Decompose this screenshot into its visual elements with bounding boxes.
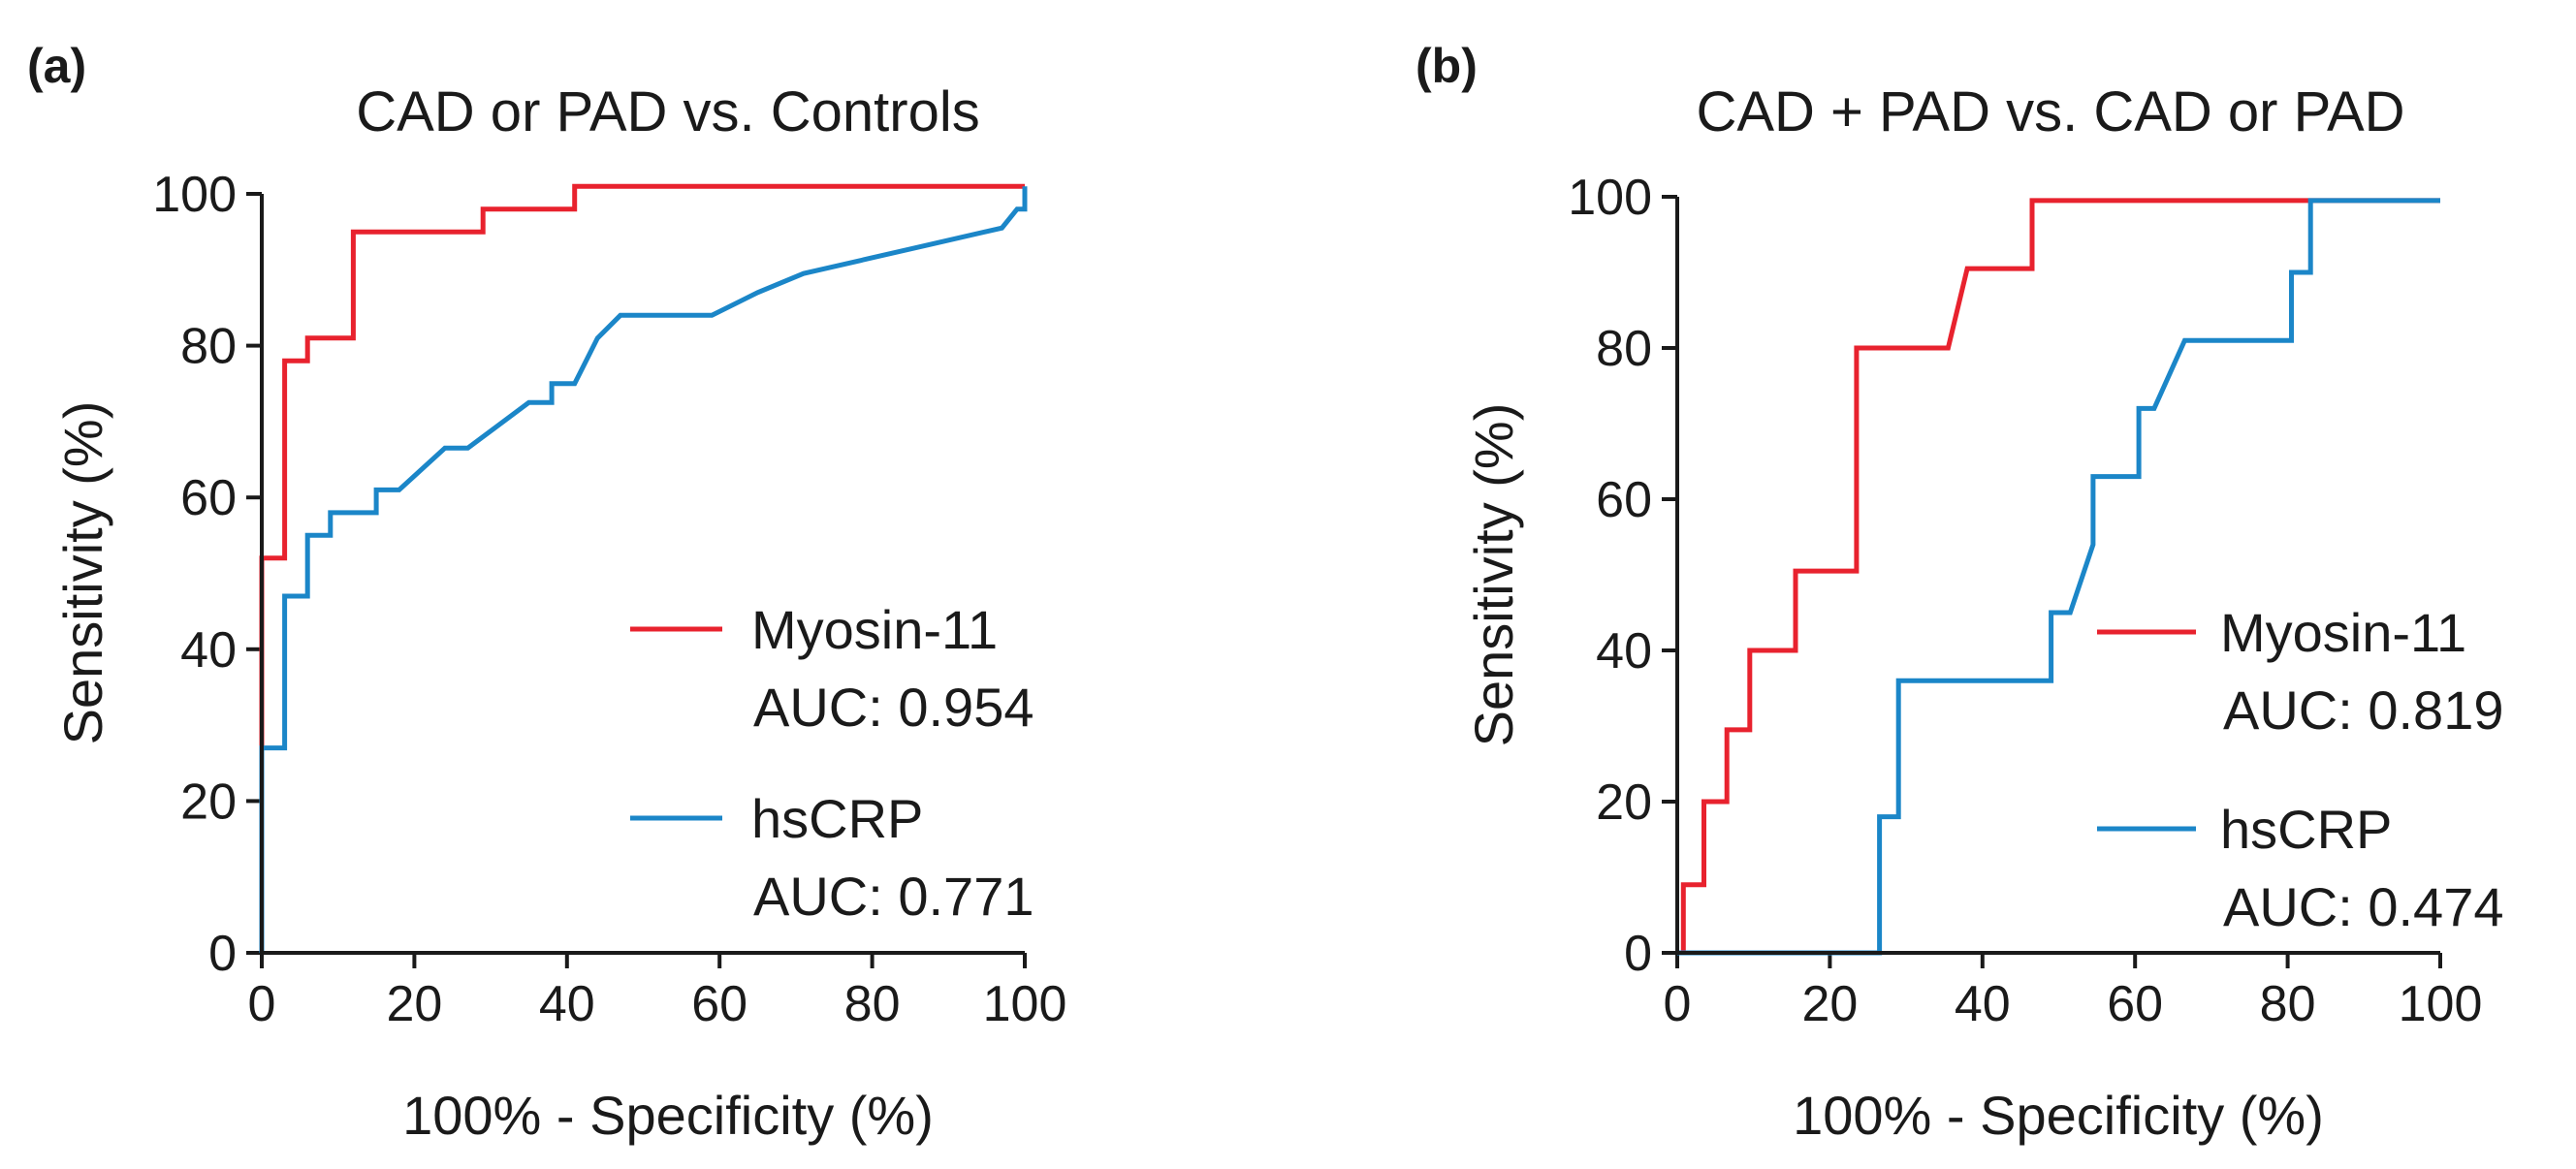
y-tick-label: 20 (180, 774, 237, 830)
axes (1675, 197, 2440, 955)
roc-curves (259, 183, 1028, 953)
y-tick-label: 40 (180, 622, 237, 679)
roc-curves (1677, 198, 2440, 956)
legend-auc-myosin-11: AUC: 0.954 (753, 677, 1034, 738)
y-tick-label: 20 (1596, 774, 1652, 831)
y-tick-label: 0 (1624, 926, 1652, 982)
x-tick-label: 60 (2107, 976, 2163, 1032)
y-tick-label: 80 (1596, 321, 1652, 377)
axes (260, 194, 1025, 955)
panel-label: (a) (27, 39, 86, 93)
roc-curve-hscrp (259, 186, 1028, 953)
x-tick-label: 80 (2260, 976, 2316, 1032)
roc-panel-a: (a) CAD or PAD vs. Controls 0 20 40 60 80 100… (27, 39, 1066, 1146)
y-tick-label: 40 (1596, 623, 1652, 679)
y-tick-label: 60 (180, 470, 237, 526)
legend-label-hscrp: hsCRP (751, 788, 923, 849)
x-tick-label: 0 (1664, 976, 1692, 1032)
x-tick-label: 20 (386, 976, 442, 1032)
legend: Myosin-11 AUC: 0.819 hsCRP AUC: 0.474 (2097, 602, 2504, 937)
legend-label-hscrp: hsCRP (2220, 799, 2392, 860)
legend-label-myosin-11: Myosin-11 (2220, 602, 2466, 663)
legend-auc-hscrp: AUC: 0.771 (753, 866, 1034, 927)
roc-curve-hscrp (1677, 198, 2440, 956)
axis-ticks: 0 20 40 60 80 100 0 20 40 60 80 100 (152, 167, 1066, 1032)
y-tick-label: 100 (152, 167, 237, 223)
x-axis-title: 100% - Specificity (%) (1793, 1085, 2324, 1146)
y-tick-label: 80 (180, 319, 237, 375)
axis-ticks: 0 20 40 60 80 100 0 20 40 60 80 100 (1568, 170, 2482, 1032)
x-tick-label: 20 (1801, 976, 1858, 1032)
x-tick-label: 0 (248, 976, 276, 1032)
x-tick-label: 40 (1955, 976, 2011, 1032)
x-tick-label: 40 (539, 976, 595, 1032)
roc-curve-myosin-11 (1677, 198, 2440, 956)
legend-auc-hscrp: AUC: 0.474 (2223, 876, 2504, 937)
roc-panel-b: (b) CAD + PAD vs. CAD or PAD 0 20 40 60 80 10… (1415, 39, 2504, 1146)
x-tick-label: 60 (691, 976, 747, 1032)
legend-auc-myosin-11: AUC: 0.819 (2223, 679, 2504, 741)
legend: Myosin-11 AUC: 0.954 hsCRP AUC: 0.771 (630, 599, 1034, 927)
x-tick-label: 100 (983, 976, 1067, 1032)
chart-title: CAD + PAD vs. CAD or PAD (1696, 80, 2404, 143)
y-axis-title: Sensitivity (%) (52, 401, 113, 745)
legend-label-myosin-11: Myosin-11 (751, 599, 998, 660)
chart-title: CAD or PAD vs. Controls (356, 80, 980, 143)
x-axis-title: 100% - Specificity (%) (402, 1085, 934, 1146)
y-tick-label: 100 (1568, 170, 1652, 226)
y-tick-label: 60 (1596, 472, 1652, 528)
y-tick-label: 0 (208, 926, 237, 982)
x-tick-label: 100 (2399, 976, 2483, 1032)
roc-curve-myosin-11 (259, 183, 1025, 953)
panel-label: (b) (1415, 39, 1478, 93)
x-tick-label: 80 (844, 976, 901, 1032)
y-axis-title: Sensitivity (%) (1463, 403, 1524, 747)
